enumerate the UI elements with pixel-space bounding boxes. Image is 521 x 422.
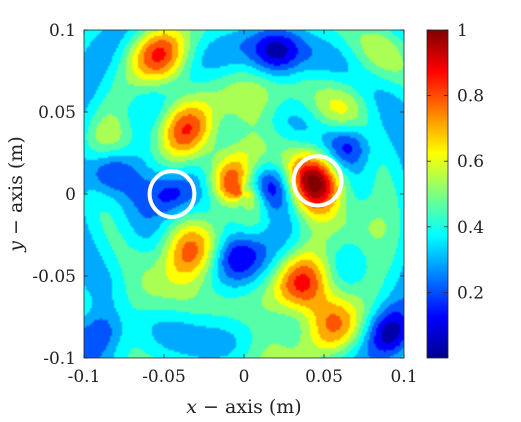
y-axis-ticks: 0.1 0.05 0 -0.05 -0.1 — [32, 21, 404, 369]
y-tick-label: -0.1 — [43, 349, 76, 369]
colorbar-tick-label: 0.6 — [457, 152, 484, 172]
colorbar-gradient — [426, 29, 449, 359]
heatmap-plot-area — [83, 29, 405, 359]
x-tick-label: -0.1 — [68, 367, 101, 387]
marker-layer — [147, 154, 344, 219]
x-tick-label: 0.1 — [390, 367, 417, 387]
y-tick-label: 0.05 — [38, 103, 76, 123]
heatmap-field-image — [84, 30, 404, 358]
colorbar-ticks: 1 0.8 0.6 0.4 0.2 — [427, 21, 484, 303]
target-circle-marker — [147, 169, 197, 219]
colorbar-tick-label: 0.4 — [457, 218, 484, 238]
colorbar-tick-label: 1 — [457, 21, 468, 41]
colorbar-tick-label: 0.2 — [457, 283, 484, 303]
y-tick-label: 0 — [65, 185, 76, 205]
x-tick-label: -0.05 — [142, 367, 186, 387]
colorbar: 1 0.8 0.6 0.4 0.2 — [426, 21, 484, 359]
x-tick-label: 0.05 — [305, 367, 343, 387]
y-tick-label: -0.05 — [32, 267, 76, 287]
y-axis-label: y − axis (m) — [5, 136, 27, 253]
target-circle-marker — [291, 154, 344, 208]
x-tick-label: 0 — [239, 367, 250, 387]
x-axis-label: x − axis (m) — [186, 396, 301, 418]
y-tick-label: 0.1 — [49, 21, 76, 41]
colorbar-tick-label: 0.8 — [457, 87, 484, 107]
x-axis-ticks: -0.1 -0.05 0 0.05 0.1 — [68, 30, 418, 387]
